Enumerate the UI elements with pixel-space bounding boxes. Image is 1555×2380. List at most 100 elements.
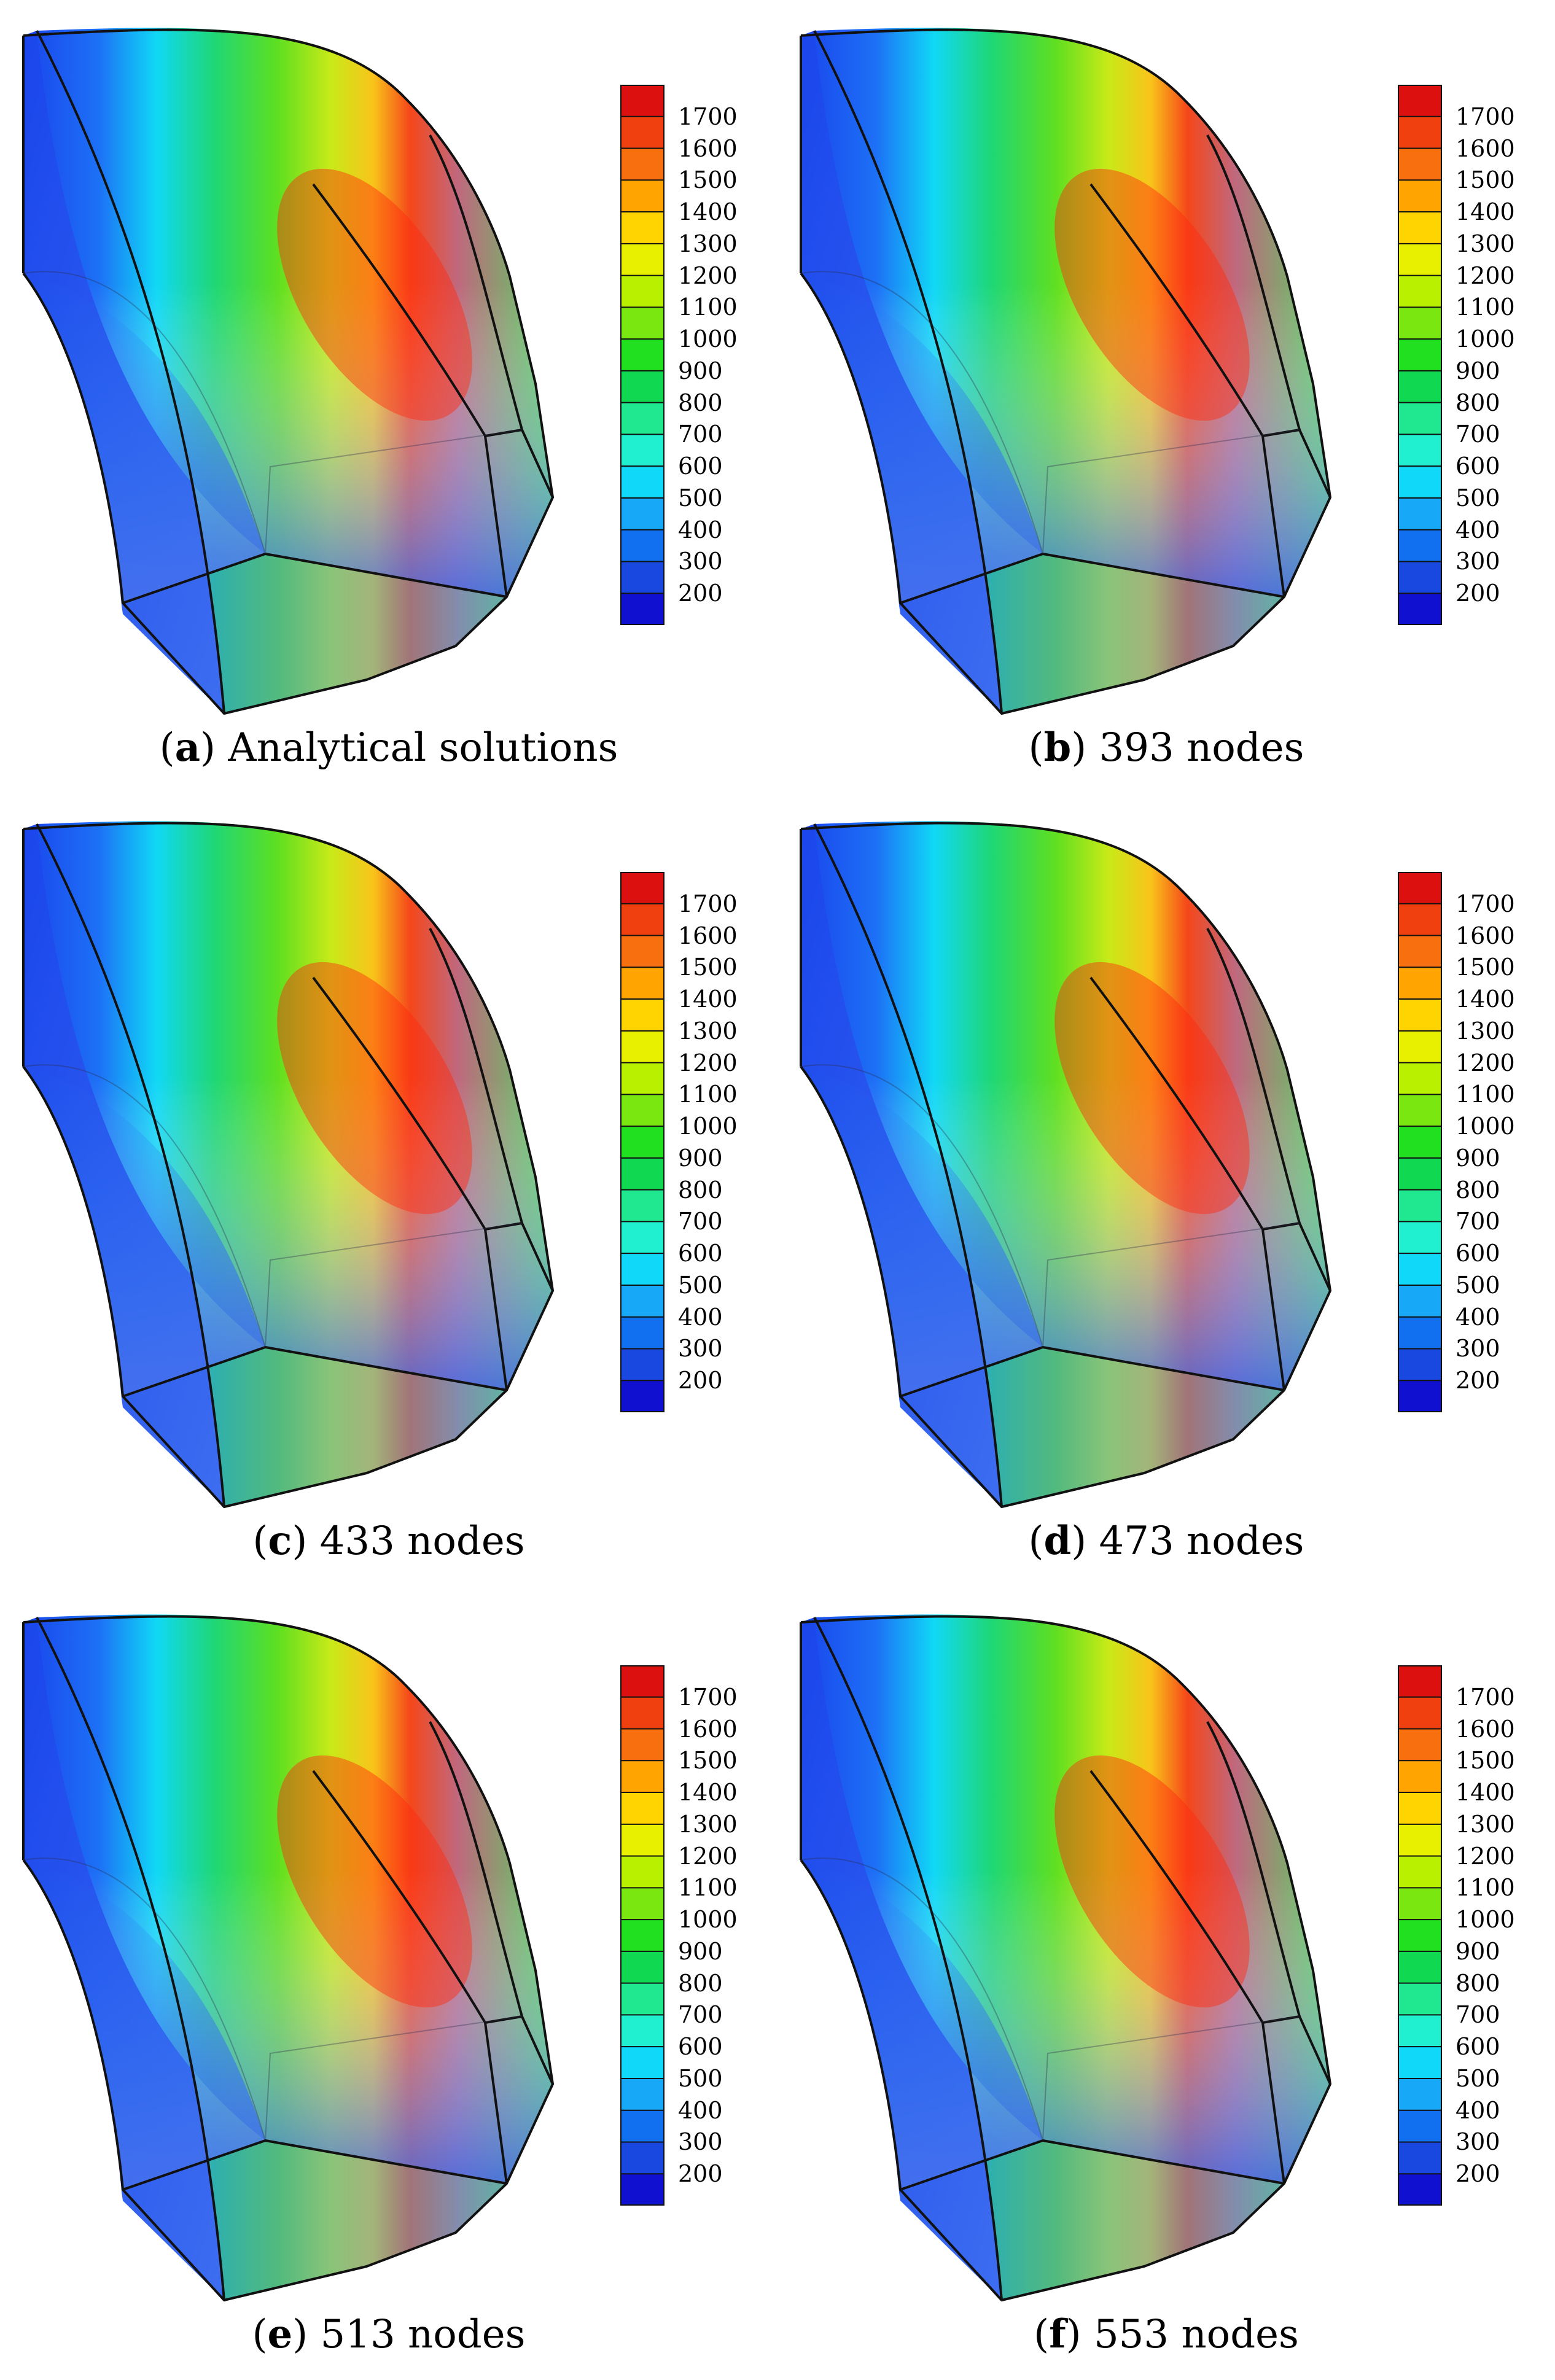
colorbar-tick-label: 800 bbox=[678, 389, 723, 416]
colorbar-tick-label: 1500 bbox=[678, 166, 738, 194]
colorbar-tick-label: 900 bbox=[1456, 1144, 1500, 1172]
colorbar-tick-label: 1400 bbox=[1456, 1779, 1515, 1806]
colorbar-segment bbox=[1398, 370, 1442, 403]
colorbar-tick-label: 1700 bbox=[1456, 103, 1515, 130]
colorbar-tick-label: 300 bbox=[678, 548, 723, 575]
colorbar-tick-label: 600 bbox=[678, 453, 723, 480]
colorbar-tick-label: 1300 bbox=[1456, 1017, 1515, 1044]
colorbar-segment bbox=[1398, 339, 1442, 371]
colorbar-segment bbox=[620, 2174, 664, 2206]
colorbar bbox=[1398, 85, 1442, 625]
colorbar-tick-label: 1100 bbox=[1456, 1081, 1515, 1108]
colorbar-tick-label: 700 bbox=[678, 421, 723, 448]
colorbar-segment bbox=[620, 307, 664, 340]
temperature-field-rendering bbox=[22, 1614, 554, 2301]
colorbar-tick-label: 400 bbox=[1456, 516, 1500, 543]
colorbar-tick-label: 600 bbox=[1456, 453, 1500, 480]
colorbar-tick-label: 1000 bbox=[678, 325, 738, 353]
colorbar-tick-label: 1100 bbox=[1456, 1874, 1515, 1902]
colorbar-segment bbox=[620, 497, 664, 531]
colorbar-tick-label: 1500 bbox=[678, 954, 738, 981]
colorbar-tick-label: 1000 bbox=[678, 1113, 738, 1140]
colorbar-segment bbox=[1398, 561, 1442, 594]
panel-label: 513 nodes bbox=[320, 2312, 526, 2357]
colorbar-segment bbox=[620, 1189, 664, 1223]
colorbar-segment bbox=[620, 466, 664, 499]
colorbar-segment bbox=[620, 1094, 664, 1127]
colorbar-segment bbox=[620, 1760, 664, 1793]
colorbar-segment bbox=[620, 148, 664, 181]
colorbar-segment bbox=[1398, 212, 1442, 244]
colorbar-tick-label: 200 bbox=[1456, 580, 1500, 607]
colorbar-segment bbox=[1398, 903, 1442, 936]
colorbar-segment bbox=[1398, 1253, 1442, 1286]
colorbar-tick-label: 1400 bbox=[678, 198, 738, 226]
panel-caption: (d) 473 nodes bbox=[1028, 1518, 1304, 1564]
colorbar-segment bbox=[620, 529, 664, 562]
panel-letter: b bbox=[1043, 725, 1072, 771]
colorbar-tick-label: 500 bbox=[1456, 1271, 1500, 1299]
colorbar-tick-label: 1500 bbox=[1456, 954, 1515, 981]
colorbar-tick-label: 1600 bbox=[1456, 922, 1515, 949]
colorbar-tick-label: 1600 bbox=[678, 1715, 738, 1743]
colorbar-tick-label: 400 bbox=[1456, 1303, 1500, 1331]
colorbar-segment bbox=[620, 999, 664, 1032]
colorbar-tick-label: 1000 bbox=[678, 1906, 738, 1934]
colorbar-segment bbox=[1398, 2047, 1442, 2079]
colorbar-segment bbox=[1398, 593, 1442, 625]
panel-label: 553 nodes bbox=[1093, 2312, 1299, 2357]
colorbar-tick-label: 900 bbox=[678, 1144, 723, 1172]
colorbar-segment bbox=[620, 1792, 664, 1825]
panel-a: 1700 1600 1500 1400 1300 1200 1100 1000 900 800 70… bbox=[0, 0, 778, 793]
colorbar-tick-label: 1100 bbox=[678, 1081, 738, 1108]
colorbar-segment bbox=[1398, 1983, 1442, 2016]
colorbar-tick-label: 400 bbox=[678, 516, 723, 543]
colorbar-tick-label: 1000 bbox=[1456, 1906, 1515, 1934]
colorbar-tick-label: 200 bbox=[678, 1367, 723, 1394]
colorbar-segment bbox=[1398, 1792, 1442, 1825]
colorbar-segment bbox=[620, 1983, 664, 2016]
colorbar-segment bbox=[1398, 1888, 1442, 1920]
colorbar-segment bbox=[620, 1030, 664, 1064]
colorbar-segment bbox=[1398, 1062, 1442, 1095]
colorbar-segment bbox=[1398, 1380, 1442, 1412]
colorbar-segment bbox=[620, 402, 664, 435]
panel-caption: (f) 553 nodes bbox=[1034, 2311, 1299, 2357]
colorbar-tick-label: 1500 bbox=[1456, 1747, 1515, 1775]
colorbar-segment bbox=[620, 212, 664, 244]
colorbar-tick-label: 900 bbox=[678, 357, 723, 384]
mesh-outline bbox=[800, 28, 1331, 715]
colorbar-tick-label: 1400 bbox=[1456, 986, 1515, 1013]
colorbar-tick-label: 1200 bbox=[678, 262, 738, 289]
panel-caption: (e) 513 nodes bbox=[252, 2311, 526, 2357]
colorbar-segment bbox=[620, 935, 664, 968]
colorbar bbox=[620, 872, 664, 1412]
colorbar-segment bbox=[620, 1253, 664, 1286]
colorbar-tick-label: 500 bbox=[678, 1271, 723, 1299]
colorbar-segment bbox=[1398, 1697, 1442, 1730]
colorbar-tick-label: 400 bbox=[678, 2096, 723, 2124]
colorbar-segment bbox=[1398, 1951, 1442, 1984]
panel-label: 473 nodes bbox=[1099, 1519, 1304, 1564]
panel-b: 1700 1600 1500 1400 1300 1200 1100 1000 900 800 70… bbox=[778, 0, 1555, 793]
colorbar-segment bbox=[620, 1126, 664, 1159]
colorbar-segment bbox=[1398, 1919, 1442, 1952]
colorbar-tick-label: 1600 bbox=[1456, 1715, 1515, 1743]
colorbar-segment bbox=[620, 967, 664, 1000]
colorbar-tick-label: 1100 bbox=[678, 294, 738, 321]
colorbar-tick-label: 1400 bbox=[678, 1779, 738, 1806]
colorbar-segment bbox=[620, 434, 664, 467]
colorbar-segment bbox=[1398, 872, 1442, 904]
colorbar-segment bbox=[1398, 1126, 1442, 1159]
colorbar-segment bbox=[1398, 2174, 1442, 2206]
colorbar-tick-label: 1400 bbox=[1456, 198, 1515, 226]
panel-label: Analytical solutions bbox=[228, 725, 618, 771]
colorbar-segment bbox=[1398, 2142, 1442, 2174]
colorbar-segment bbox=[1398, 2015, 1442, 2047]
colorbar bbox=[620, 85, 664, 625]
colorbar-segment bbox=[620, 1729, 664, 1761]
colorbar-tick-label: 700 bbox=[1456, 1208, 1500, 1235]
colorbar-segment bbox=[620, 1951, 664, 1984]
colorbar-segment bbox=[1398, 85, 1442, 117]
colorbar-tick-label: 400 bbox=[1456, 2096, 1500, 2124]
